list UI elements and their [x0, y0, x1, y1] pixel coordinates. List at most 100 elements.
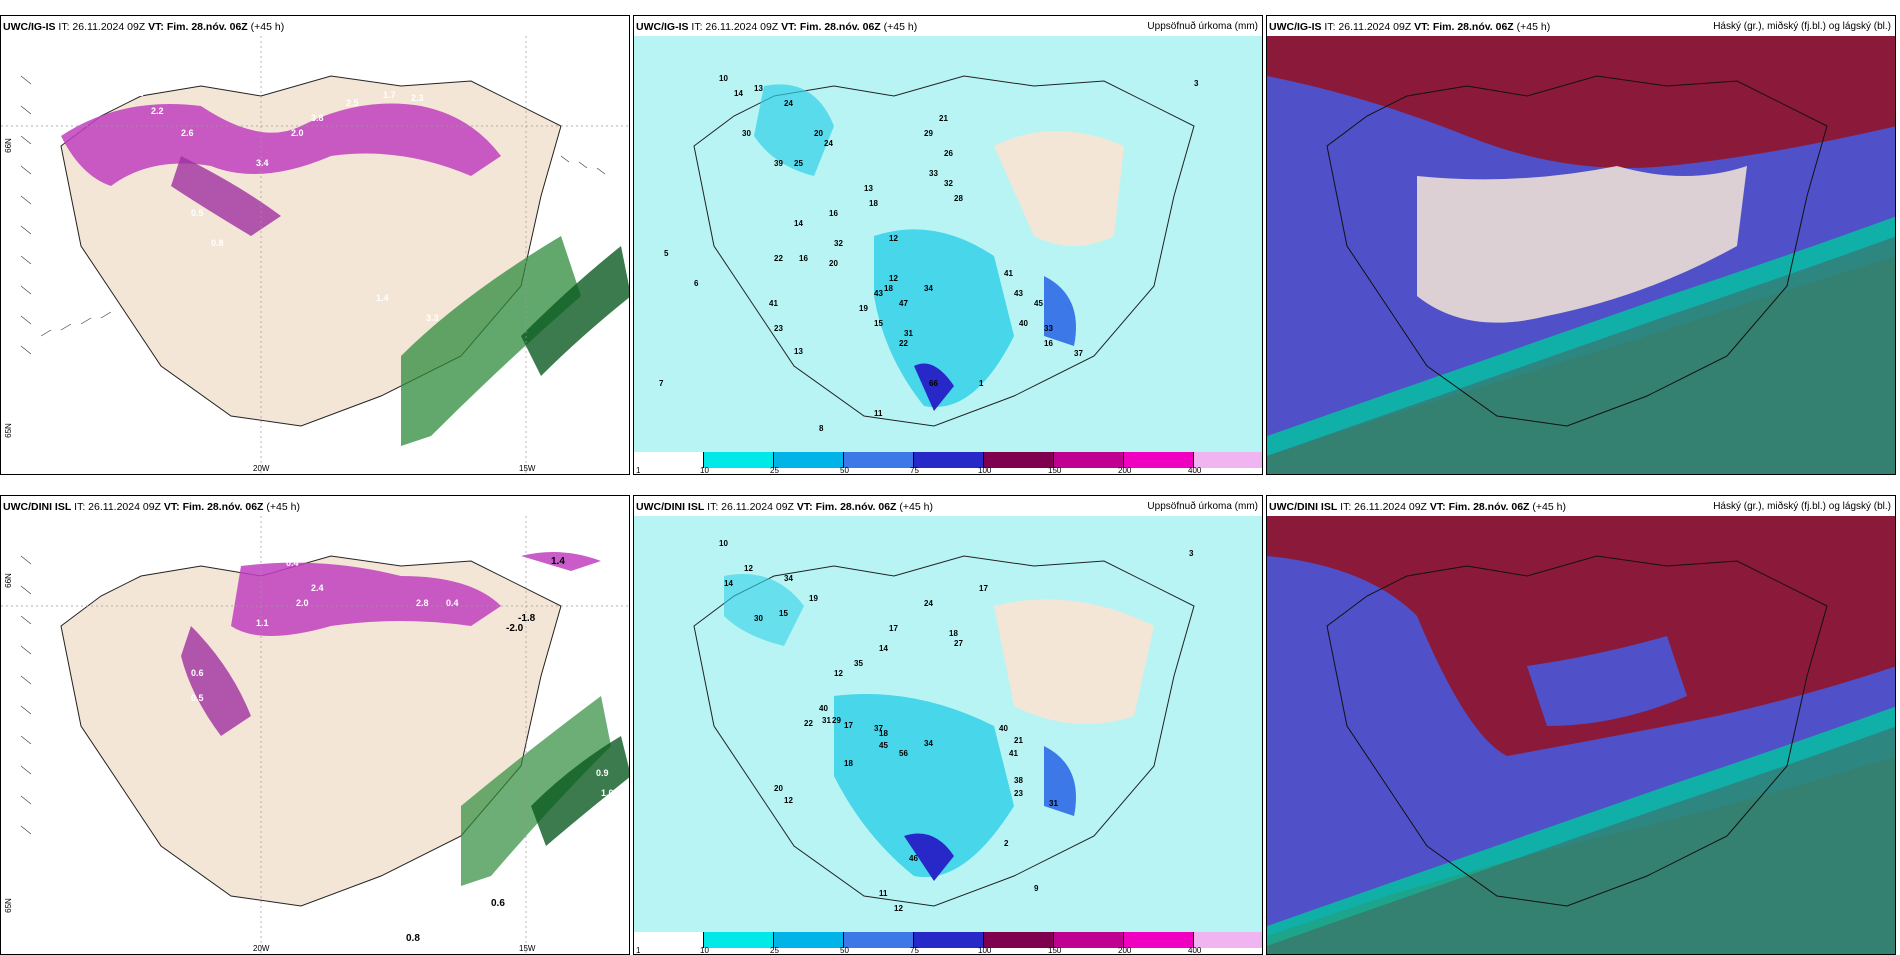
precip-label: 25 [794, 159, 803, 168]
colorbar-label: 50 [840, 946, 849, 955]
precip-map: 14 10 13 24 30 39 25 20 24 21 29 26 33 3… [634, 36, 1262, 454]
colorbar-swatch [844, 452, 914, 468]
panel-right-title: Uppsöfnuð úrkoma (mm) [1147, 21, 1258, 32]
colorbar-swatch [1054, 452, 1124, 468]
wind-label: 1.4 [376, 293, 389, 303]
precip-label: 39 [774, 159, 783, 168]
precip-label: 12 [744, 564, 753, 573]
wind-label: 1.1 [256, 618, 269, 628]
precip-label: 40 [999, 724, 1008, 733]
lon-tick: 15W [519, 464, 536, 473]
precip-label: 10 [719, 539, 728, 548]
wind-label: 1.4 [551, 556, 565, 567]
precip-label: 41 [1009, 749, 1018, 758]
wind-label: 3.0 [556, 843, 569, 853]
precip-label: 41 [769, 299, 778, 308]
wind-label: 3.2 [131, 88, 144, 98]
precip-label: 17 [979, 584, 988, 593]
lon-tick: 20W [253, 464, 270, 473]
panel-title: UWC/IG-IS IT: 26.11.2024 09Z VT: Fim. 28… [3, 21, 285, 33]
wind-label: 2.0 [291, 128, 304, 138]
colorbar-swatch [774, 452, 844, 468]
precip-label: 31 [822, 716, 831, 725]
wind-label: 2.4 [311, 583, 324, 593]
precip-label: 46 [909, 854, 918, 863]
precip-label: 22 [899, 339, 908, 348]
precip-label: 18 [869, 199, 878, 208]
colorbar-swatch [984, 932, 1054, 948]
panel-dini-wind: UWC/DINI ISL IT: 26.11.2024 09Z VT: Fim.… [0, 495, 630, 955]
precip-label: 9 [1034, 884, 1039, 893]
precip-label: 47 [899, 299, 908, 308]
precip-label: 12 [889, 234, 898, 243]
precip-label: 27 [954, 639, 963, 648]
panel-title: UWC/DINI ISL IT: 26.11.2024 09Z VT: Fim.… [1269, 501, 1566, 513]
wind-label: 0.4 [446, 598, 459, 608]
precip-label: 18 [879, 729, 888, 738]
colorbar-label: 200 [1118, 946, 1132, 955]
precip-label: 33 [1044, 324, 1053, 333]
colorbar-label: 400 [1188, 946, 1202, 955]
colorbar-label: 100 [978, 466, 992, 475]
wind-label: -1.8 [518, 613, 536, 624]
precip-label: 45 [1034, 299, 1043, 308]
colorbar-swatch [704, 452, 774, 468]
precip-label: 34 [924, 739, 933, 748]
precip-label: 66 [929, 379, 938, 388]
wind-label: -2.0 [506, 623, 524, 634]
precip-label: 30 [754, 614, 763, 623]
precip-label: 45 [879, 741, 888, 750]
wind-label: 0.3 [299, 63, 312, 73]
precip-label: 19 [859, 304, 868, 313]
precip-label: 23 [774, 324, 783, 333]
wind-label: 0.8 [406, 933, 420, 944]
wind-map: 3.8 1.2 3.3 0.5 0.3 3.2 2.2 2.6 2.0 2.5 … [1, 36, 629, 474]
colorbar-swatch [984, 452, 1054, 468]
wind-label: 0.6 [191, 668, 204, 678]
colorbar-label: 150 [1048, 946, 1062, 955]
panel-dini-clouds: UWC/DINI ISL IT: 26.11.2024 09Z VT: Fim.… [1266, 495, 1896, 955]
wind-label: 0.5 [216, 43, 229, 53]
precip-label: 11 [874, 409, 883, 418]
precip-label: 16 [799, 254, 808, 263]
precip-label: 18 [949, 629, 958, 638]
colorbar-label: 1 [636, 466, 641, 475]
precip-label: 24 [784, 99, 793, 108]
wind-label: 2.0 [296, 598, 309, 608]
wind-label: 2.8 [416, 598, 429, 608]
precip-label: 29 [924, 129, 933, 138]
precip-label: 21 [1014, 736, 1023, 745]
precip-label: 20 [774, 784, 783, 793]
wind-label: 0.3 [586, 48, 599, 58]
panel-title: UWC/DINI ISL IT: 26.11.2024 09Z VT: Fim.… [3, 501, 300, 513]
panel-right-title: Uppsöfnuð úrkoma (mm) [1147, 501, 1258, 512]
colorbar-swatch [1054, 932, 1124, 948]
precip-label: 40 [819, 704, 828, 713]
colorbar-label: 50 [840, 466, 849, 475]
precip-label: 56 [899, 749, 908, 758]
precip-label: 11 [879, 889, 888, 898]
precip-label: 14 [879, 644, 888, 653]
wind-label: 3.8 [311, 113, 324, 123]
precip-label: 24 [824, 139, 833, 148]
lat-tick: 66N [3, 138, 13, 153]
lon-tick: 15W [519, 944, 536, 953]
precip-label: 37 [1074, 349, 1083, 358]
colorbar-swatch [1124, 452, 1194, 468]
colorbar-label: 75 [910, 946, 919, 955]
precip-label: 30 [742, 129, 751, 138]
colorbar-label: 75 [910, 466, 919, 475]
colorbar-swatch [634, 932, 704, 948]
colorbar-label: 150 [1048, 466, 1062, 475]
wind-label: 3.3 [426, 313, 439, 323]
colorbar-swatch [914, 932, 984, 948]
precip-label: 16 [1044, 339, 1053, 348]
wind-label: 0.6 [491, 898, 505, 909]
wind-label: 0.8 [211, 238, 224, 248]
precip-label: 19 [809, 594, 818, 603]
wind-label: 3.3 [176, 78, 189, 88]
panel-right-title: Háský (gr.), miðský (fj.bl.) og lágský (… [1713, 501, 1891, 512]
precip-label: 41 [1004, 269, 1013, 278]
wind-map: 0.4 2.4 2.0 1.1 2.8 0.4 0.6 0.5 0.9 1.0 … [1, 516, 629, 954]
panel-dini-precip: UWC/DINI ISL IT: 26.11.2024 09Z VT: Fim.… [633, 495, 1263, 955]
